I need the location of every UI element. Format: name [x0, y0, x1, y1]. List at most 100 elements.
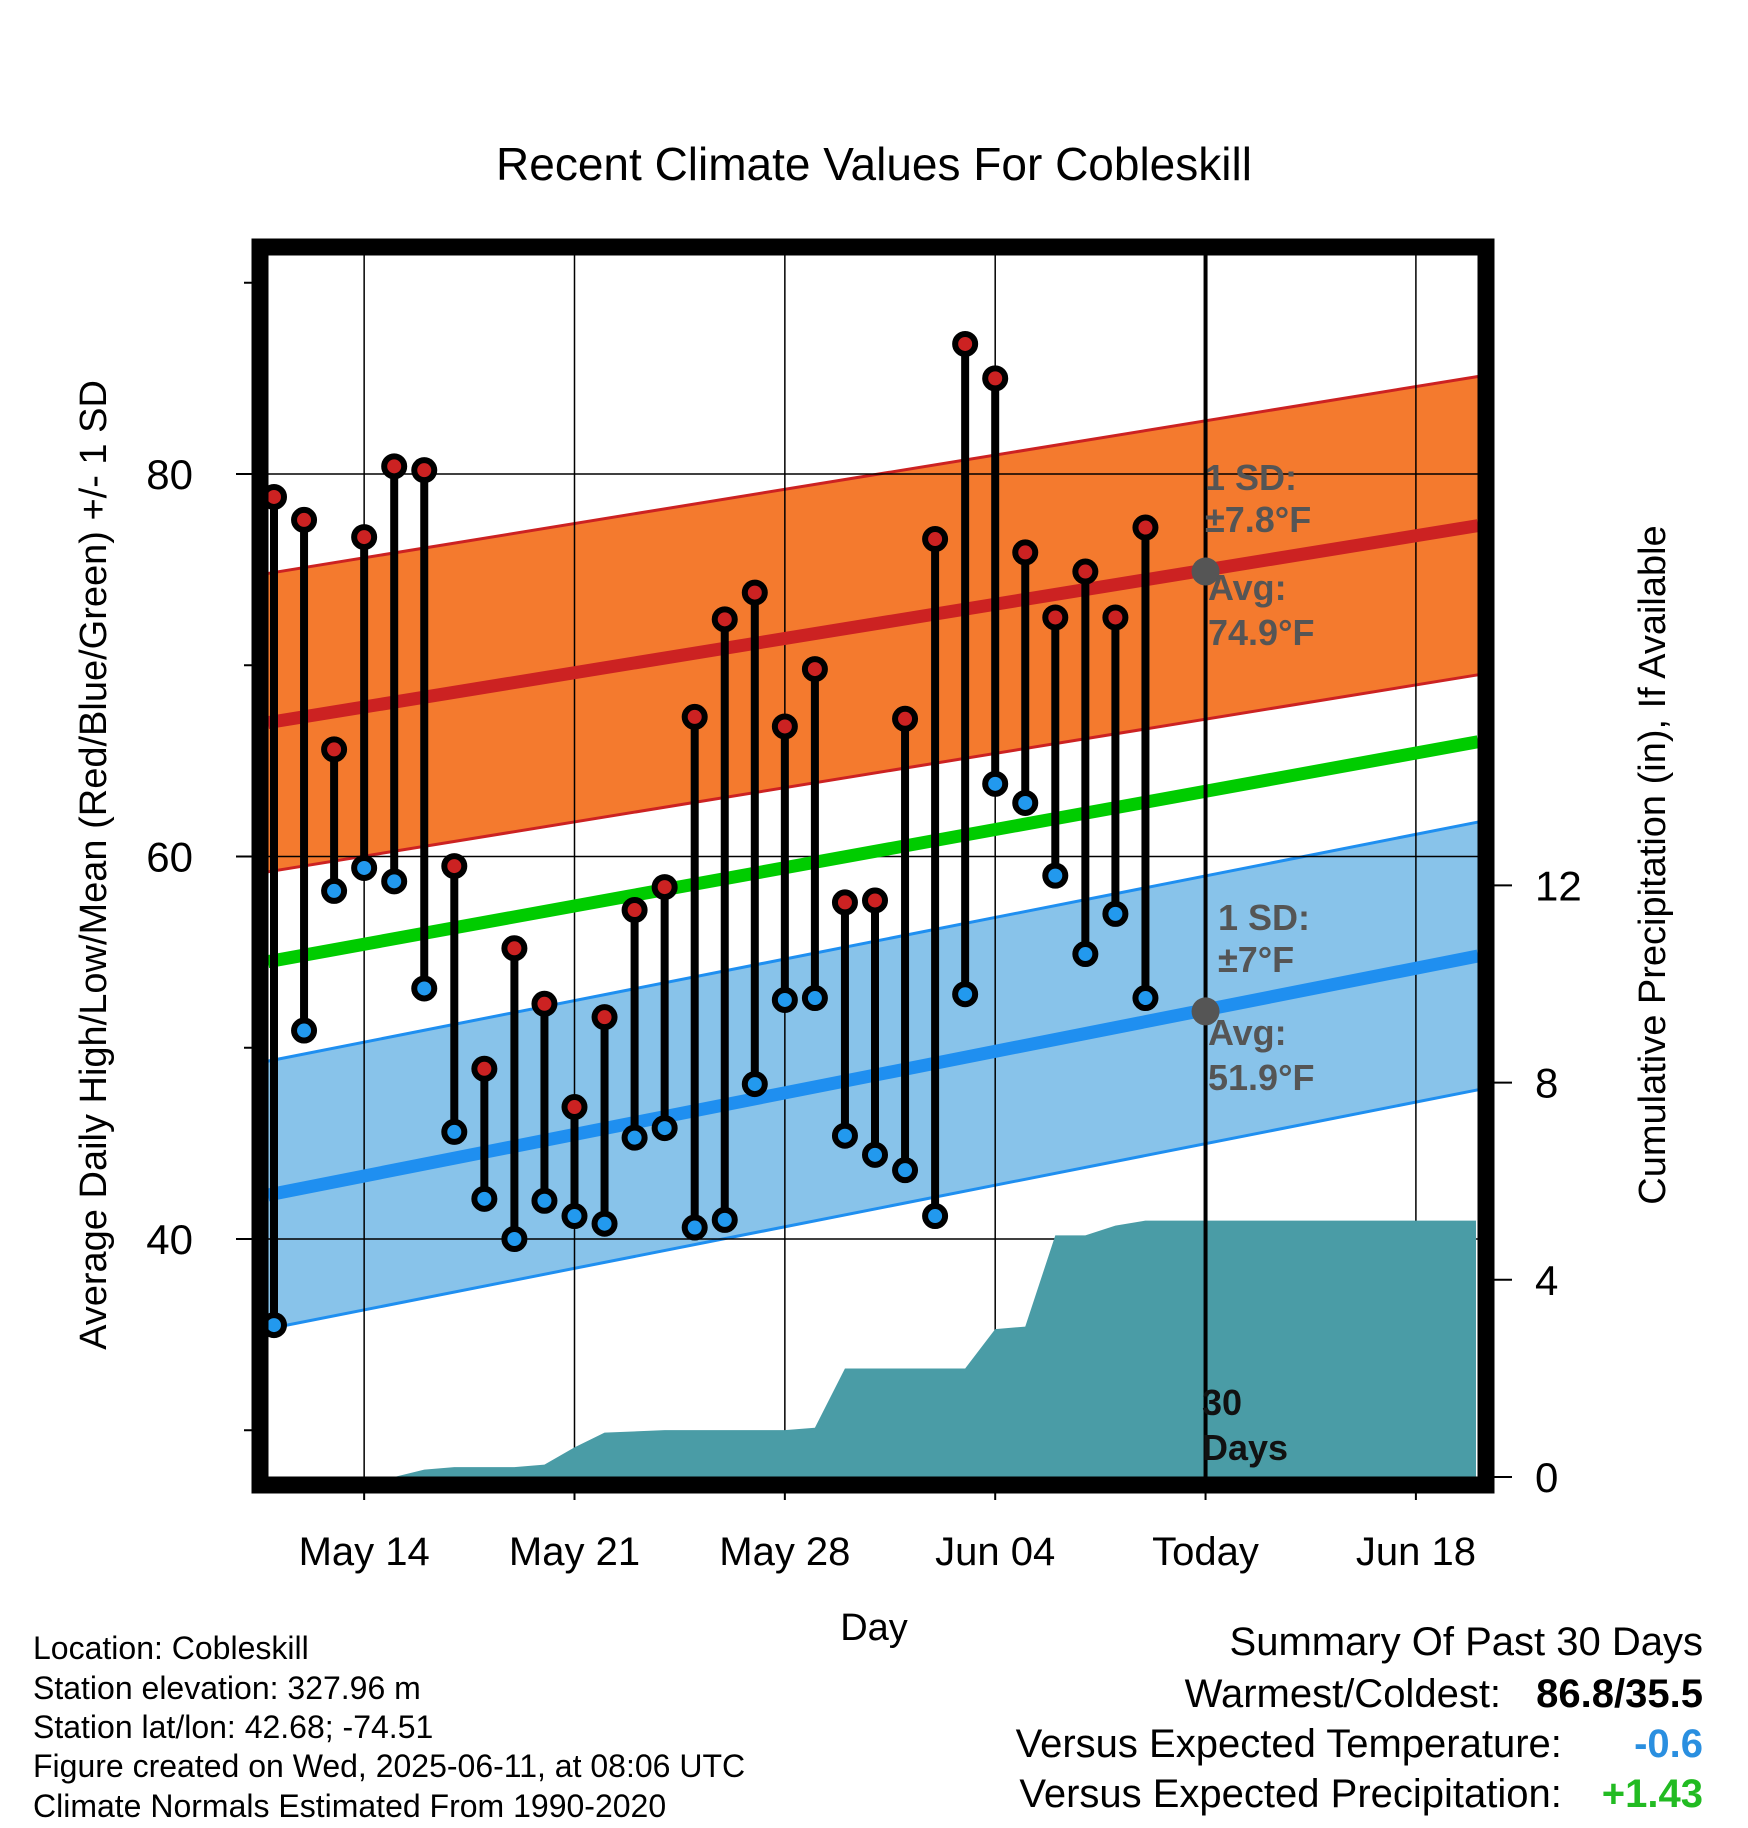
daily-high-point [862, 887, 888, 914]
daily-low-point [501, 1226, 528, 1252]
daily-high-point [1102, 604, 1129, 631]
daily-high-point [1012, 539, 1039, 566]
days-count-word: Days [1202, 1427, 1288, 1468]
y-right-tick-label: 12 [1535, 862, 1582, 909]
y-left-tick-label: 40 [146, 1216, 193, 1263]
y-axis-right-label: Cumulative Precipitation (in), If Availa… [1632, 525, 1674, 1204]
low-sd-label: 1 SD: [1218, 897, 1310, 938]
daily-high-point [531, 990, 558, 1017]
daily-low-point [711, 1206, 738, 1233]
daily-high-point [381, 453, 408, 480]
daily-high-point [741, 579, 768, 606]
low-avg-label: Avg: [1208, 1012, 1287, 1053]
summary-heading: Summary Of Past 30 Days [1229, 1620, 1703, 1664]
daily-high-point [982, 365, 1009, 392]
y-left-tick-label: 80 [146, 451, 193, 498]
daily-high-point [291, 506, 318, 533]
daily-high-point [411, 457, 438, 484]
created-line: Figure created on Wed, 2025-06-11, at 08… [33, 1748, 746, 1784]
latlon-line: Station lat/lon: 42.68; -74.51 [33, 1709, 434, 1745]
daily-low-point [591, 1210, 618, 1237]
days-count-number: 30 [1202, 1382, 1242, 1423]
normal-mean-line [266, 735, 1480, 969]
x-tick-label: Jun 04 [935, 1530, 1055, 1574]
temp-versus-value: -0.6 [1634, 1722, 1703, 1766]
daily-low-point [411, 975, 438, 1002]
location-line: Location: Cobleskill [33, 1630, 309, 1666]
daily-low-point [471, 1185, 498, 1212]
daily-high-point [922, 526, 949, 553]
daily-low-point [741, 1071, 768, 1098]
daily-high-point [952, 330, 979, 357]
daily-low-point [441, 1118, 468, 1145]
y-right-tick-label: 0 [1535, 1454, 1558, 1501]
warmest-coldest-label: Warmest/Coldest: [1184, 1672, 1502, 1716]
y-left-tick-label: 60 [146, 834, 193, 881]
daily-high-point [1132, 514, 1159, 541]
precipitation-area [268, 1220, 1476, 1477]
daily-low-point [561, 1203, 588, 1230]
daily-low-point [862, 1141, 888, 1168]
x-tick-label: Today [1152, 1530, 1259, 1574]
x-tick-label: May 21 [509, 1530, 640, 1574]
chart-title: Recent Climate Values For Cobleskill [496, 138, 1252, 190]
high-avg-value: 74.9°F [1208, 612, 1314, 653]
warmest-coldest-value: 86.8/35.5 [1536, 1672, 1703, 1716]
y-right-tick-label: 4 [1535, 1257, 1558, 1304]
temp-versus-label: Versus Expected Temperature: [1015, 1722, 1562, 1766]
precip-versus-label: Versus Expected Precipitation: [1019, 1772, 1562, 1816]
normals-line: Climate Normals Estimated From 1990-2020 [33, 1788, 667, 1824]
warmest-coldest-row: Warmest/Coldest: 86.8/35.5 [1185, 1672, 1703, 1717]
normal-high-line [266, 519, 1480, 730]
daily-low-point [291, 1017, 318, 1044]
plot-frame [251, 238, 1495, 1494]
daily-low-point [1072, 941, 1099, 968]
plot-area: 1 SD: ±7.8°F Avg: 74.9°F 1 SD: ±7°F Avg:… [251, 238, 1495, 1494]
daily-high-point [801, 656, 828, 683]
daily-high-point [651, 874, 678, 901]
daily-high-point [621, 897, 648, 924]
daily-low-point [621, 1124, 648, 1151]
daily-high-point [441, 853, 468, 880]
daily-low-point [351, 854, 378, 881]
low-sd-value: ±7°F [1218, 939, 1294, 980]
high-sd-label: 1 SD: [1205, 457, 1297, 498]
low-avg-value: 51.9°F [1208, 1057, 1314, 1098]
daily-low-point [771, 986, 798, 1013]
precip-versus-row: Versus Expected Precipitation: +1.43 [1019, 1772, 1703, 1817]
y-right-tick-label: 8 [1535, 1060, 1558, 1107]
daily-low-point [531, 1187, 558, 1214]
daily-low-point [1102, 900, 1129, 927]
elevation-line: Station elevation: 327.96 m [33, 1670, 421, 1706]
y-axis-left-label: Average Daily High/Low/Mean (Red/Blue/Gr… [73, 380, 115, 1350]
precip-versus-value: +1.43 [1601, 1772, 1703, 1816]
daily-high-point [711, 606, 738, 633]
daily-low-point [1012, 789, 1039, 816]
daily-high-point [892, 705, 919, 732]
daily-low-point [381, 868, 408, 895]
daily-low-point [952, 981, 979, 1008]
daily-high-point [351, 524, 378, 551]
daily-low-point [1042, 862, 1069, 889]
daily-low-point [922, 1203, 949, 1230]
low-sd-lower-edge [267, 1088, 1479, 1331]
daily-high-point [591, 1004, 618, 1031]
daily-high-point [471, 1055, 498, 1082]
high-avg-label: Avg: [1208, 567, 1287, 608]
daily-high-point [1072, 558, 1099, 585]
daily-low-point [681, 1214, 708, 1241]
high-sd-value: ±7.8°F [1205, 499, 1311, 540]
daily-high-point [1042, 604, 1069, 631]
today-avg-high-marker [1191, 557, 1220, 586]
daily-high-point [561, 1094, 588, 1121]
daily-low-point [801, 985, 828, 1012]
today-avg-low-marker [1191, 997, 1220, 1026]
daily-high-point [321, 736, 348, 763]
x-tick-label: Jun 18 [1356, 1530, 1476, 1574]
daily-low-point [1132, 985, 1159, 1012]
x-axis-label: Day [840, 1607, 908, 1649]
daily-low-point [831, 1122, 858, 1149]
daily-high-point [831, 889, 858, 916]
daily-low-point [892, 1157, 919, 1184]
